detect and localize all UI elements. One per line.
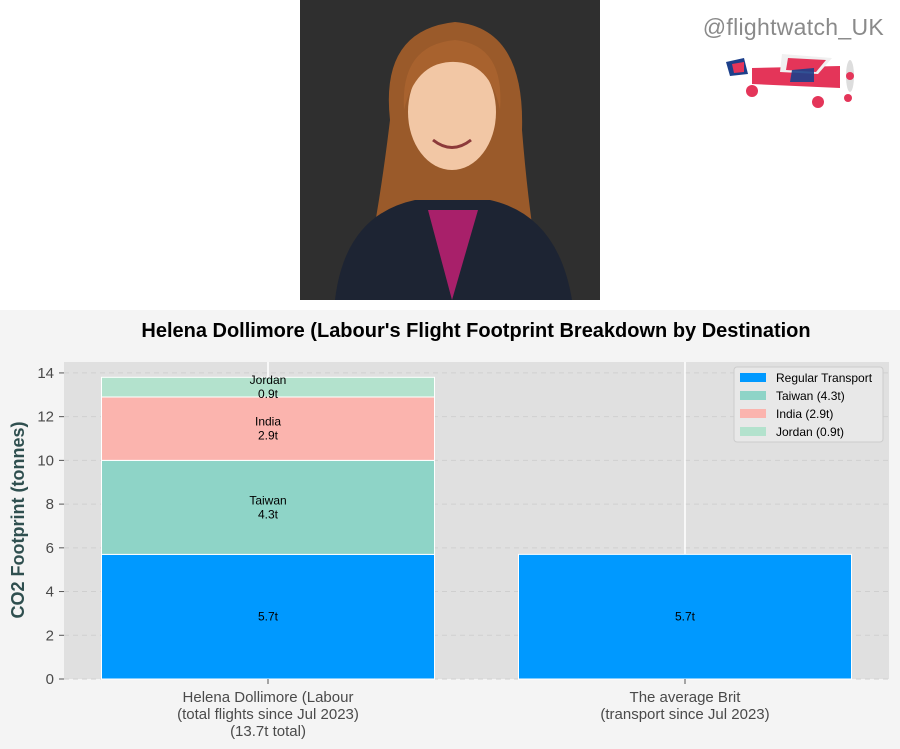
bar-data-label: 0.9t xyxy=(258,387,279,401)
y-tick-label: 10 xyxy=(37,452,54,469)
legend-entry: India (2.9t) xyxy=(776,407,833,421)
bar-segment-regular-transport xyxy=(518,553,852,680)
photo-blouse xyxy=(428,210,478,300)
x-category-label: Helena Dollimore (Labour xyxy=(183,689,354,706)
x-category-label: The average Brit xyxy=(630,689,742,706)
union-jack-plane-icon xyxy=(726,54,854,108)
y-tick-label: 6 xyxy=(46,540,54,557)
x-category-label: (total flights since Jul 2023) xyxy=(177,706,359,723)
twitter-handle: @flightwatch_UK xyxy=(702,14,884,40)
bar-data-label: 5.7t xyxy=(258,610,279,624)
bar-segment-regular-transport xyxy=(101,553,435,680)
legend-box xyxy=(733,366,884,443)
bar-data-label: 5.7t xyxy=(675,610,696,624)
y-tick-label: 2 xyxy=(46,627,54,644)
y-axis-label: CO2 Footprint (tonnes) xyxy=(8,422,28,619)
y-tick-label: 4 xyxy=(46,584,54,601)
photo-face xyxy=(408,54,496,170)
legend-swatch xyxy=(740,427,766,436)
legend: Regular Transport Taiwan (4.3t) India (2.9… xyxy=(733,366,884,443)
legend-swatch xyxy=(740,373,766,382)
photo-smile xyxy=(432,138,472,149)
chart-panel: Helena Dollimore (Labour's Flight Footpr… xyxy=(0,310,900,749)
x-category-label: (transport since Jul 2023) xyxy=(600,706,769,723)
footprint-bar-chart: Helena Dollimore (Labour's Flight Footpr… xyxy=(8,320,889,740)
legend-swatch xyxy=(740,409,766,418)
y-tick-label: 8 xyxy=(46,496,54,513)
legend-entry: Jordan (0.9t) xyxy=(776,425,844,439)
y-tick-label: 14 xyxy=(37,365,54,382)
bar-data-label: Jordan xyxy=(250,373,287,387)
portrait-photo xyxy=(300,0,600,300)
bar-segment-india xyxy=(101,396,435,461)
legend-swatch xyxy=(740,391,766,400)
legend-entry: Taiwan (4.3t) xyxy=(776,389,845,403)
y-tick-label: 12 xyxy=(37,409,54,426)
legend-entry: Regular Transport xyxy=(776,371,873,385)
y-axis-ticks: 0 2 4 6 8 10 12 14 xyxy=(37,365,64,688)
bar-segment-jordan xyxy=(101,376,435,398)
photo-hair-front xyxy=(403,40,501,110)
bar-segment-taiwan xyxy=(101,459,435,555)
x-axis-labels: Helena Dollimore (Labour(total flights s… xyxy=(177,679,770,740)
bar-data-label: 2.9t xyxy=(258,429,279,443)
x-category-label: (13.7t total) xyxy=(230,723,306,740)
bar-data-label: Taiwan xyxy=(249,493,286,507)
bar-data-label: 4.3t xyxy=(258,507,279,521)
bar-data-label: India xyxy=(255,415,281,429)
chart-title: Helena Dollimore (Labour's Flight Footpr… xyxy=(141,320,810,342)
y-tick-label: 0 xyxy=(46,671,54,688)
